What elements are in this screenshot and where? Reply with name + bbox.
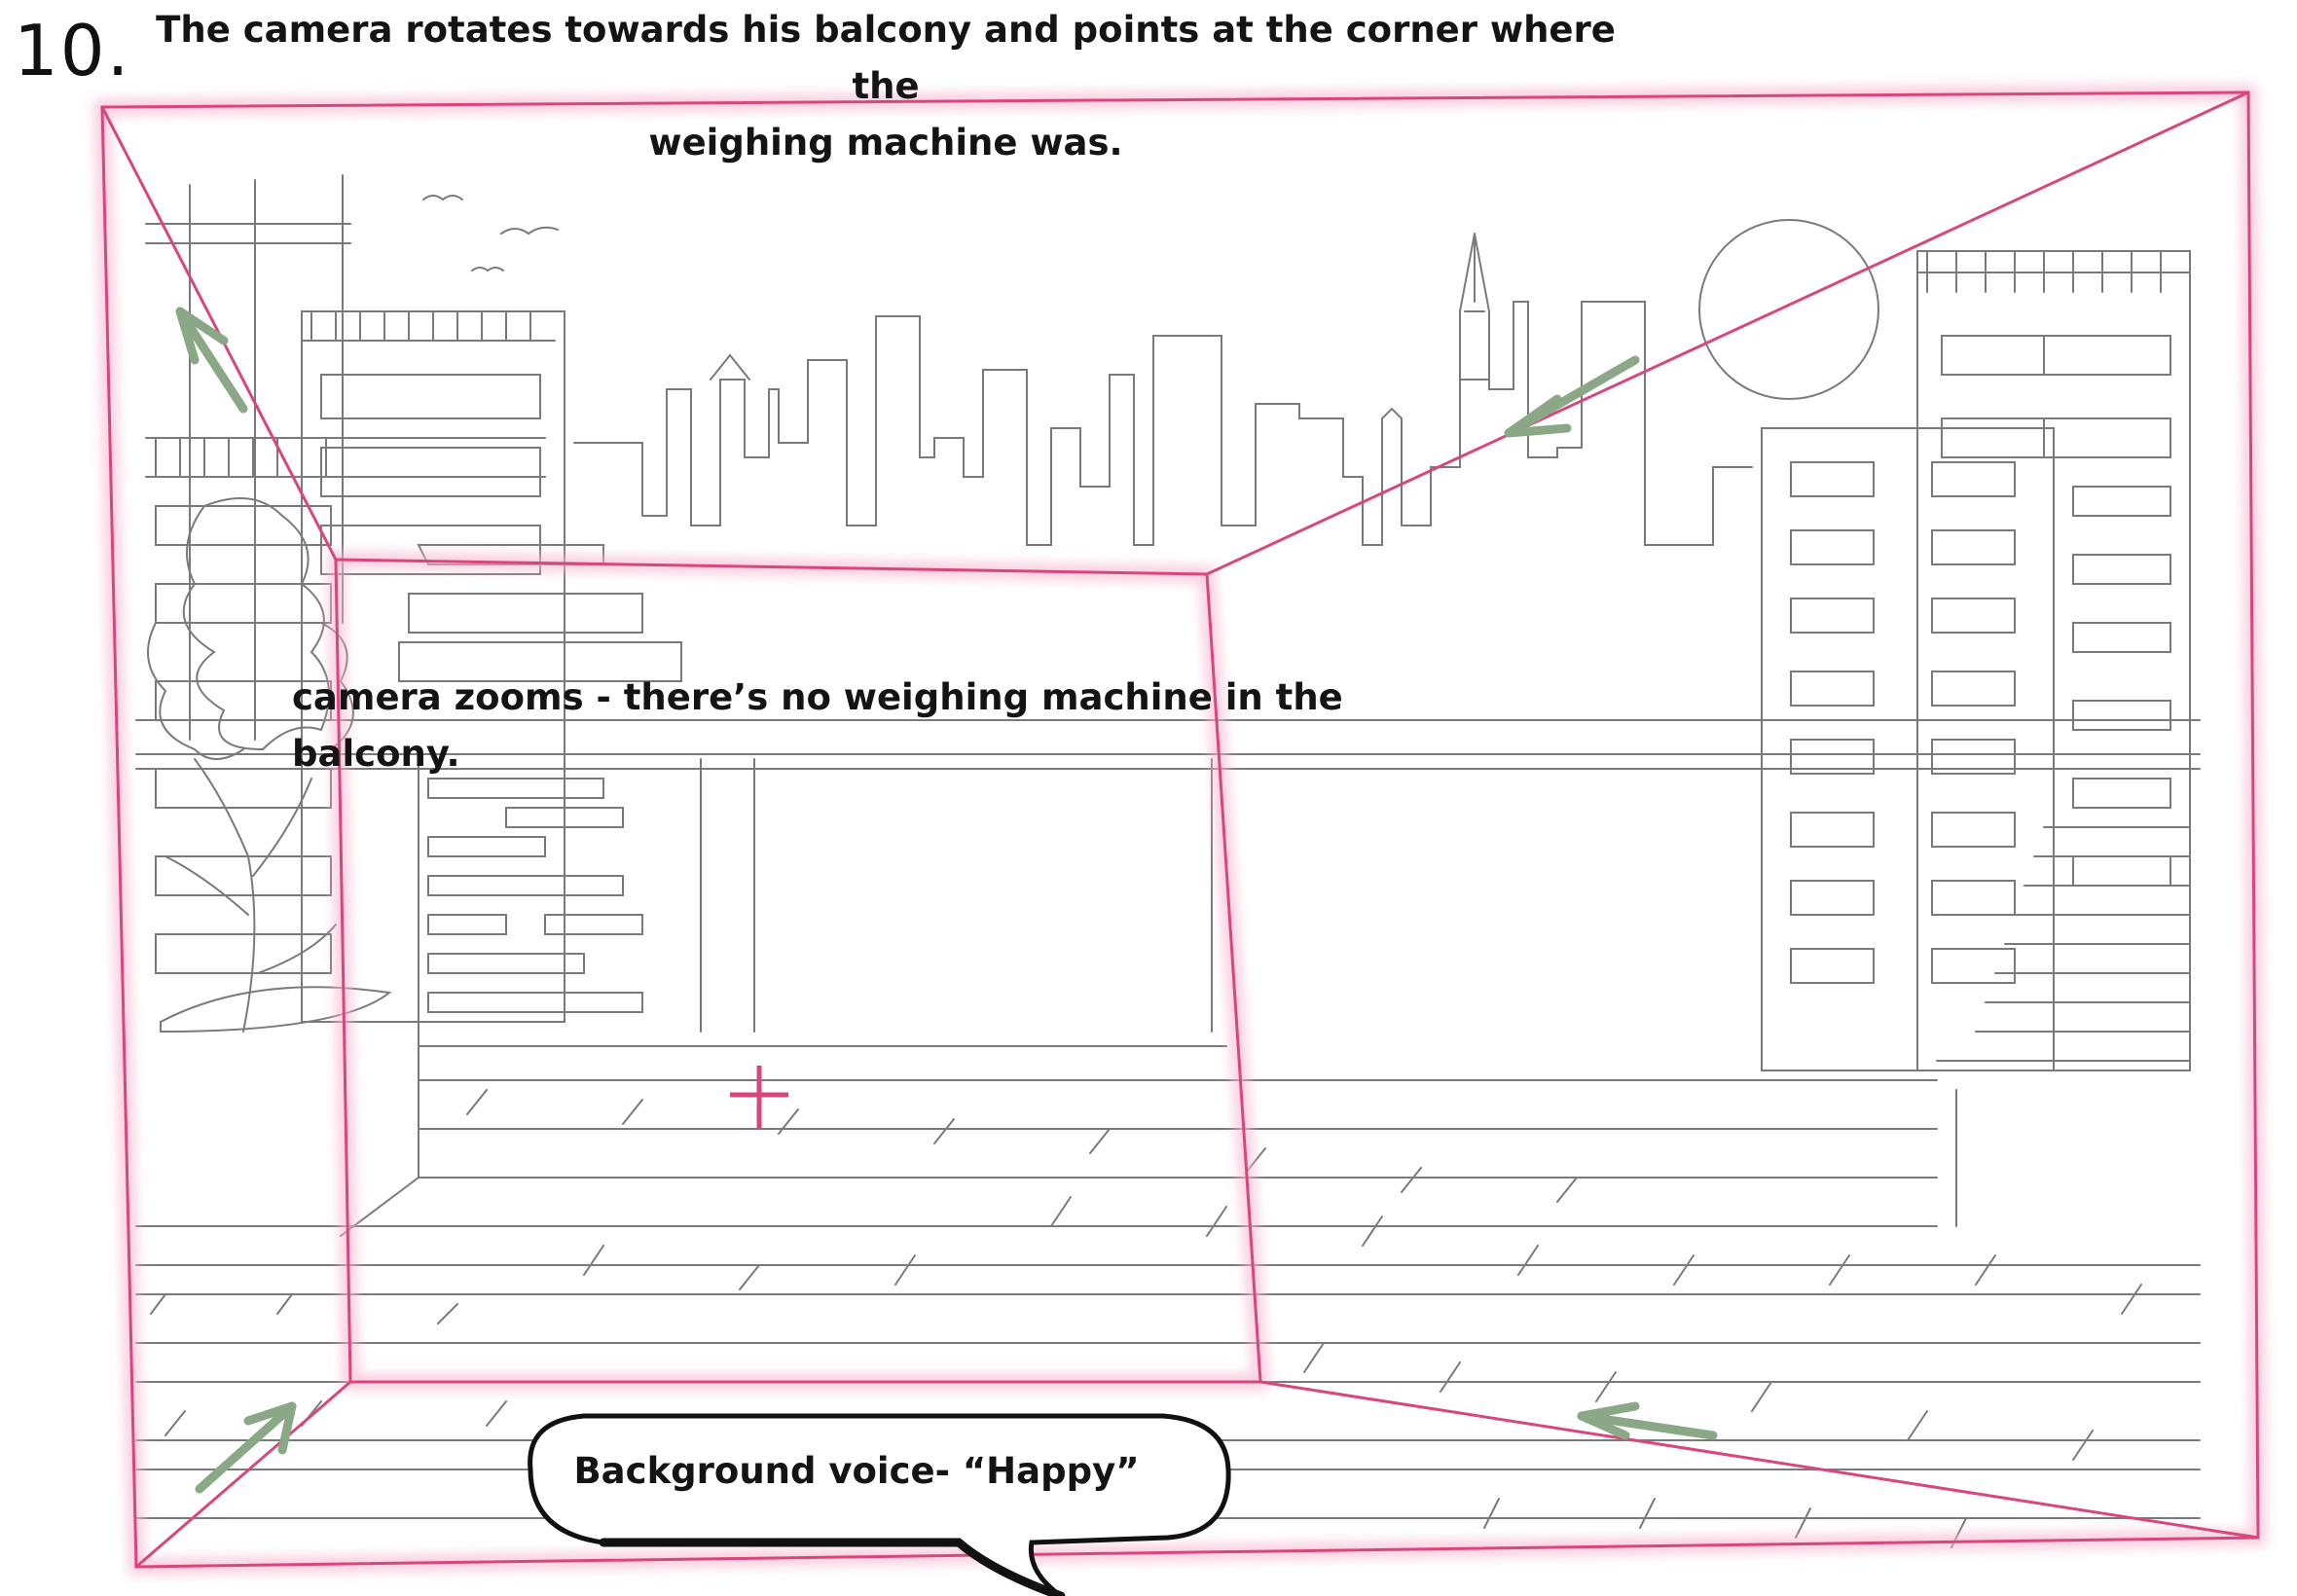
arrow-top-left-icon — [175, 307, 248, 414]
direction-arrows — [175, 307, 1718, 1494]
arrow-top-right-icon — [1504, 355, 1640, 438]
arrow-bottom-right-icon — [1577, 1401, 1718, 1440]
speech-bubble-text: Background voice- “Happy” — [573, 1450, 1140, 1492]
camera-frame — [100, 91, 2260, 1569]
center-cross-mark — [730, 1066, 788, 1129]
perspective-line-top-right — [1206, 91, 2249, 576]
panel-number: 10. — [14, 10, 131, 91]
perspective-line-bottom-left — [135, 1380, 351, 1569]
title-caption-line-1: The camera rotates towards his balcony a… — [156, 9, 1616, 107]
perspective-line-bottom-right — [1259, 1380, 2259, 1540]
title-caption-line-2: weighing machine was. — [648, 122, 1123, 163]
zoom-caption: camera zooms - there’s no weighing machi… — [292, 676, 1343, 775]
camera-frame-glow — [93, 84, 2267, 1576]
skyline-sketch — [135, 174, 2201, 1548]
title-caption: The camera rotates towards his balcony a… — [146, 2, 1625, 171]
speech-bubble — [528, 1413, 1231, 1596]
arrow-bottom-left-icon — [195, 1401, 297, 1494]
outer-frame — [100, 91, 2260, 1569]
